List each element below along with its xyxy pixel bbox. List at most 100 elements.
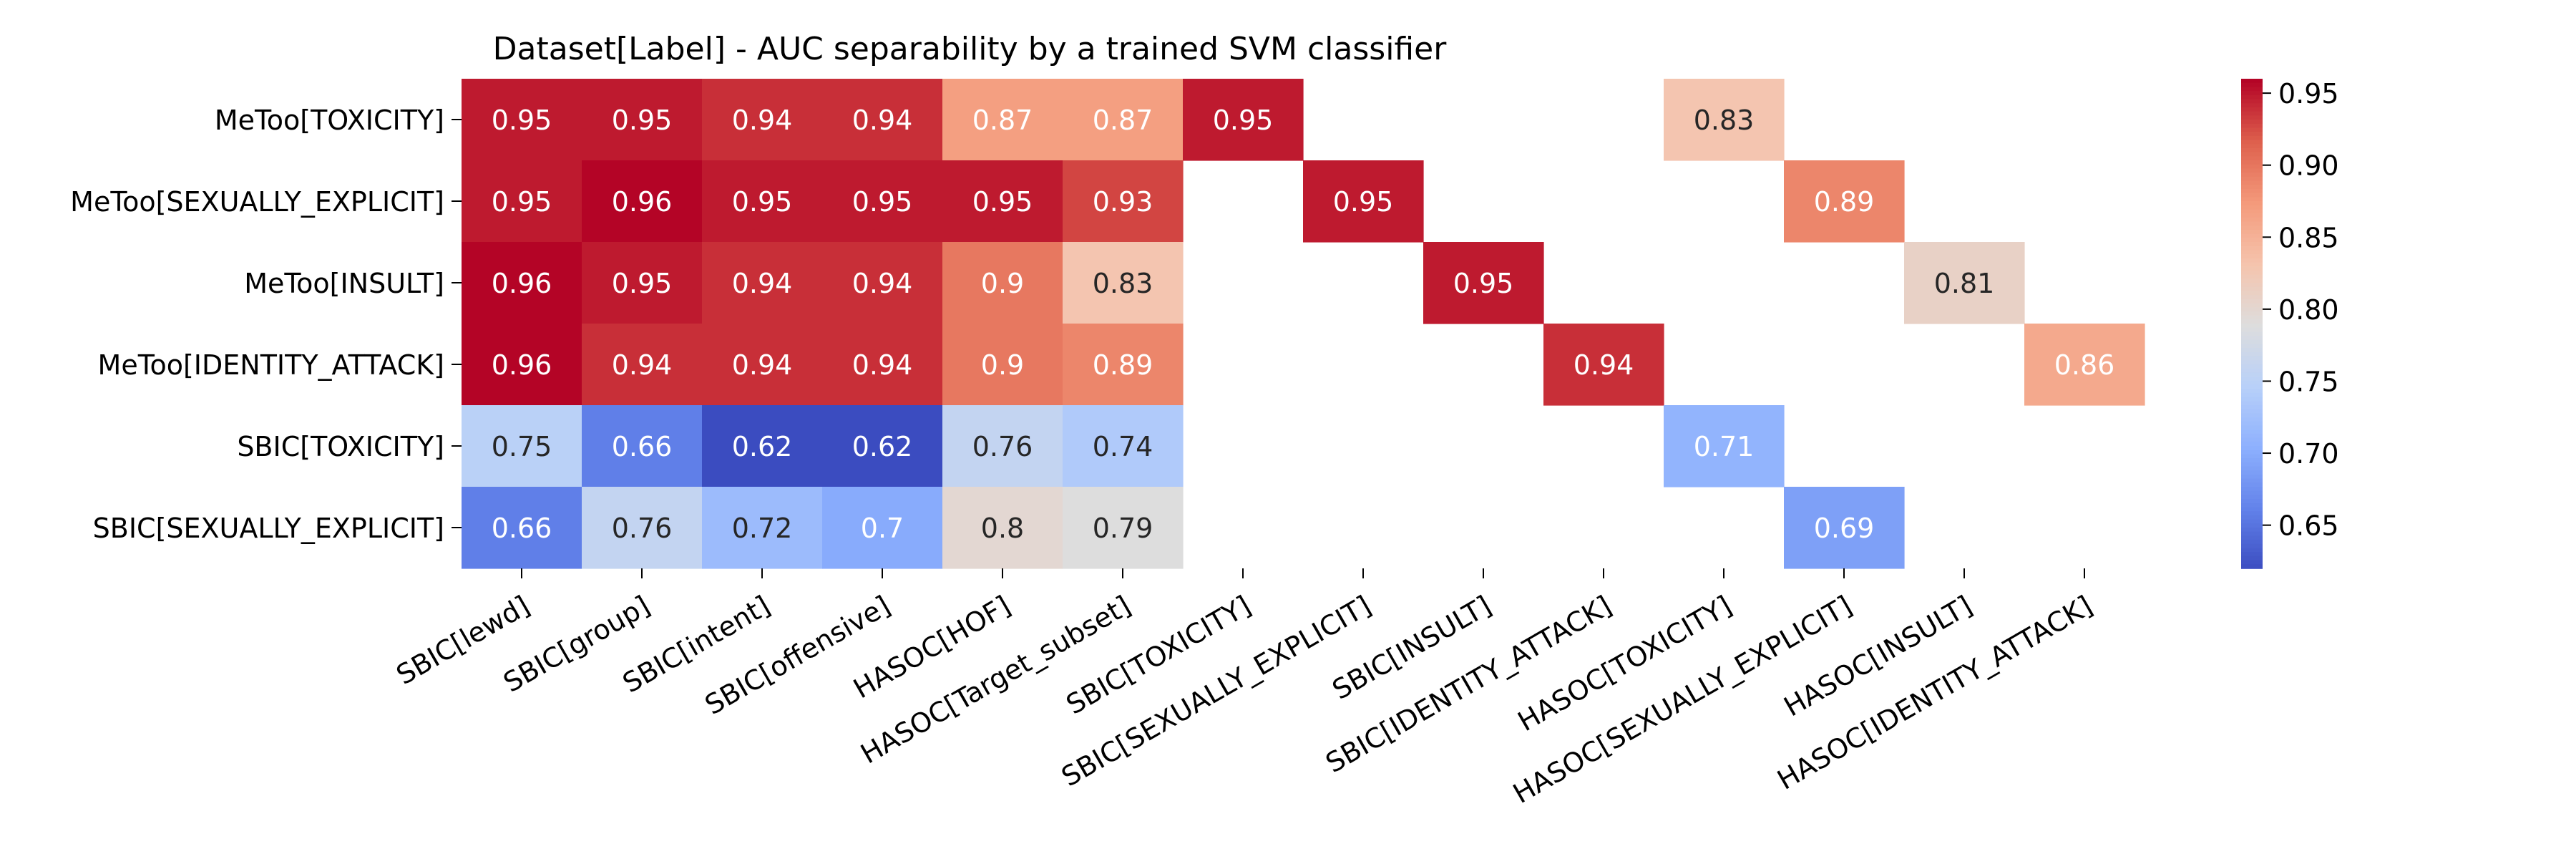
colorbar-segment (2241, 392, 2263, 398)
heatmap-cell (702, 79, 823, 161)
colorbar-segment (2241, 437, 2263, 443)
colorbar-segment (2241, 173, 2263, 178)
heatmap-cell (702, 487, 823, 569)
colorbar-tick-label: 0.90 (2278, 150, 2339, 182)
colorbar-segment (2241, 229, 2263, 235)
heatmap-cell (1784, 160, 1905, 243)
colorbar-segment (2241, 120, 2263, 125)
heatmap-cell (822, 242, 943, 324)
heatmap-cell (2024, 324, 2145, 406)
colorbar-segment (2241, 91, 2263, 96)
colorbar-segment (2241, 503, 2263, 508)
cell-value-label: 0.81 (1934, 268, 1995, 299)
colorbar-segment (2241, 540, 2263, 545)
colorbar-segment (2241, 127, 2263, 132)
colorbar-segment (2241, 564, 2263, 569)
heatmap-cell (462, 405, 582, 487)
cell-value-label: 0.95 (852, 186, 913, 218)
cell-value-label: 0.95 (612, 268, 673, 299)
colorbar-segment (2241, 466, 2263, 471)
colorbar-segment (2241, 87, 2263, 92)
heatmap-cell (822, 405, 943, 487)
colorbar-segment (2241, 535, 2263, 540)
colorbar-segment (2241, 523, 2263, 528)
colorbar-segment (2241, 160, 2263, 165)
colorbar-segment (2241, 548, 2263, 553)
colorbar-segment (2241, 478, 2263, 484)
colorbar-segment (2241, 283, 2263, 288)
cell-value-label: 0.94 (732, 105, 793, 136)
heatmap-cell (822, 79, 943, 161)
colorbar-tick-label: 0.85 (2278, 222, 2339, 253)
heatmap-cell (822, 487, 943, 569)
y-tick-label: SBIC[TOXICITY] (237, 431, 444, 462)
cell-value-label: 0.89 (1093, 349, 1153, 381)
colorbar-segment (2241, 144, 2263, 149)
colorbar: 0.65 0.70 0.75 0.80 0.85 0.90 0.95 (2241, 78, 2339, 569)
heatmap-cell-labels: 0.95 0.95 0.94 0.94 0.87 0.87 0.95 0.83 0.95 0.96… (492, 105, 2115, 544)
heatmap-cell (1063, 242, 1184, 324)
colorbar-tick-label: 0.70 (2278, 438, 2339, 470)
colorbar-segment (2241, 213, 2263, 218)
heatmap-cell (942, 405, 1063, 487)
colorbar-segment (2241, 238, 2263, 243)
cell-value-label: 0.87 (972, 105, 1033, 136)
colorbar-segment (2241, 135, 2263, 141)
colorbar-segment (2241, 336, 2263, 341)
colorbar-segment (2241, 107, 2263, 112)
colorbar-segment (2241, 458, 2263, 463)
heatmap-cell (1303, 160, 1424, 243)
colorbar-segment (2241, 291, 2263, 296)
colorbar-segment (2241, 377, 2263, 382)
colorbar-segment (2241, 156, 2263, 161)
colorbar-segment (2241, 324, 2263, 329)
y-tick-label: MeToo[INSULT] (244, 268, 444, 299)
colorbar-segment (2241, 450, 2263, 455)
colorbar-segment (2241, 246, 2263, 251)
heatmap-cell (1543, 324, 1664, 406)
colorbar-segment (2241, 299, 2263, 304)
cell-value-label: 0.94 (612, 349, 673, 381)
colorbar-segment (2241, 417, 2263, 422)
colorbar-segment (2241, 79, 2263, 84)
colorbar-tick-label: 0.75 (2278, 366, 2339, 397)
colorbar-segment (2241, 380, 2263, 386)
colorbar-segment (2241, 140, 2263, 145)
cell-value-label: 0.95 (732, 186, 793, 218)
x-axis: SBIC[lewd]SBIC[group]SBIC[intent]SBIC[of… (391, 568, 2098, 810)
colorbar-segment (2241, 188, 2263, 194)
cell-value-label: 0.95 (1213, 105, 1274, 136)
heatmap-cell (1664, 79, 1785, 161)
cell-value-label: 0.95 (972, 186, 1033, 218)
heatmap-cell (582, 487, 703, 569)
colorbar-segment (2241, 360, 2263, 365)
colorbar-tick-label: 0.65 (2278, 510, 2339, 542)
colorbar-segment (2241, 278, 2263, 283)
colorbar-segment (2241, 266, 2263, 271)
cell-value-label: 0.76 (612, 513, 673, 544)
colorbar-segment (2241, 543, 2263, 549)
colorbar-segment (2241, 389, 2263, 394)
heatmap-cell (702, 324, 823, 406)
heatmap-cell (582, 324, 703, 406)
cell-value-label: 0.9 (981, 268, 1024, 299)
colorbar-segment (2241, 474, 2263, 480)
heatmap-cell (582, 79, 703, 161)
colorbar-segment (2241, 327, 2263, 333)
colorbar-segment (2241, 201, 2263, 206)
cell-value-label: 0.96 (492, 349, 552, 381)
cell-value-label: 0.93 (1093, 186, 1153, 218)
colorbar-segment (2241, 454, 2263, 459)
colorbar-segment (2241, 147, 2263, 153)
heatmap-cell (1063, 324, 1184, 406)
heatmap-cell (582, 242, 703, 324)
colorbar-segment (2241, 351, 2263, 357)
colorbar-segment (2241, 221, 2263, 226)
colorbar-segment (2241, 515, 2263, 520)
heatmap-cell (462, 79, 582, 161)
heatmap-cell (582, 160, 703, 243)
colorbar-segment (2241, 372, 2263, 377)
colorbar-segment (2241, 111, 2263, 117)
cell-value-label: 0.83 (1694, 105, 1755, 136)
colorbar-segment (2241, 185, 2263, 190)
